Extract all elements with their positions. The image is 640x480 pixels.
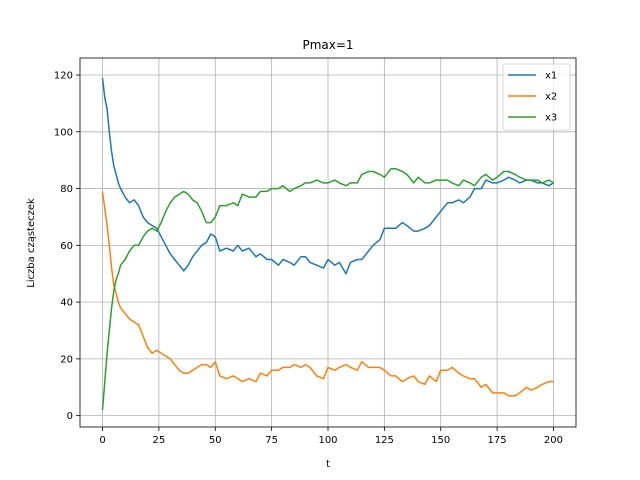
series-line-x1 [101, 77, 554, 275]
series-line-x3 [101, 167, 554, 411]
y-axis-label: Liczba cząsteczek [26, 198, 37, 288]
x-tick-label: 150 [431, 435, 450, 446]
y-tick-label: 80 [60, 184, 73, 195]
y-tick-label: 60 [60, 241, 73, 252]
x-tick-label: 0 [99, 435, 105, 446]
x-tick-label: 50 [209, 435, 222, 446]
x-tick-label: 175 [488, 435, 507, 446]
y-tick-label: 100 [54, 127, 73, 138]
y-tick-label: 20 [60, 354, 73, 365]
x-axis: 0 25 50 75 100 125 150 175 200 [99, 427, 563, 446]
y-axis: 0 20 40 60 80 100 120 [54, 71, 80, 422]
x-axis-label: t [326, 459, 330, 470]
legend-label-x3: x3 [545, 113, 557, 124]
x-tick-label: 100 [318, 435, 337, 446]
chart-title: Pmax=1 [302, 38, 353, 52]
series-layer [101, 77, 554, 411]
legend-label-x1: x1 [545, 71, 557, 82]
x-tick-label: 200 [544, 435, 563, 446]
series-line-x2 [101, 191, 554, 397]
x-tick-label: 125 [375, 435, 394, 446]
legend-label-x2: x2 [545, 92, 557, 103]
legend-box [502, 63, 571, 131]
legend: x1 x2 x3 [502, 63, 571, 131]
y-tick-label: 0 [67, 411, 73, 422]
x-tick-label: 75 [265, 435, 278, 446]
x-tick-label: 25 [153, 435, 166, 446]
y-tick-label: 120 [54, 71, 73, 82]
y-tick-label: 40 [60, 298, 73, 309]
